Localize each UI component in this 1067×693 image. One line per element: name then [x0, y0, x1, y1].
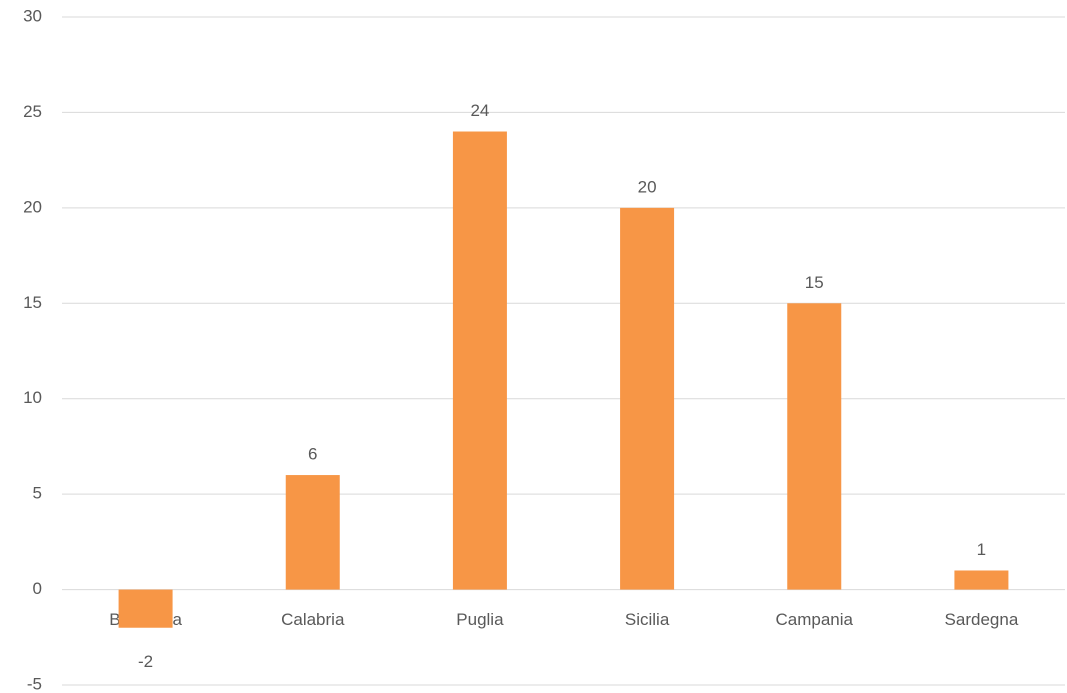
data-label: -2 — [138, 652, 153, 671]
bar — [787, 303, 842, 590]
data-label: 6 — [308, 445, 317, 464]
y-tick-label: 20 — [23, 197, 42, 216]
data-label: 20 — [638, 177, 657, 196]
x-tick-label: Campania — [776, 610, 854, 629]
y-tick-label: 5 — [33, 484, 42, 503]
data-label: 1 — [977, 540, 986, 559]
data-label: 24 — [470, 101, 489, 120]
x-tick-label: Puglia — [456, 610, 504, 629]
y-tick-label: 25 — [23, 102, 42, 121]
data-label: 15 — [805, 273, 824, 292]
x-tick-label: Sicilia — [625, 610, 670, 629]
x-tick-label: Sardegna — [945, 610, 1019, 629]
bar — [954, 570, 1009, 590]
y-tick-label: 15 — [23, 293, 42, 312]
y-tick-label: -5 — [27, 674, 42, 693]
bar — [452, 131, 507, 590]
bar — [620, 207, 675, 590]
y-tick-label: 0 — [33, 579, 42, 598]
y-tick-label: 30 — [23, 6, 42, 25]
y-tick-label: 10 — [23, 388, 42, 407]
bar — [285, 475, 340, 590]
bar — [118, 589, 173, 628]
x-tick-label: Calabria — [281, 610, 345, 629]
